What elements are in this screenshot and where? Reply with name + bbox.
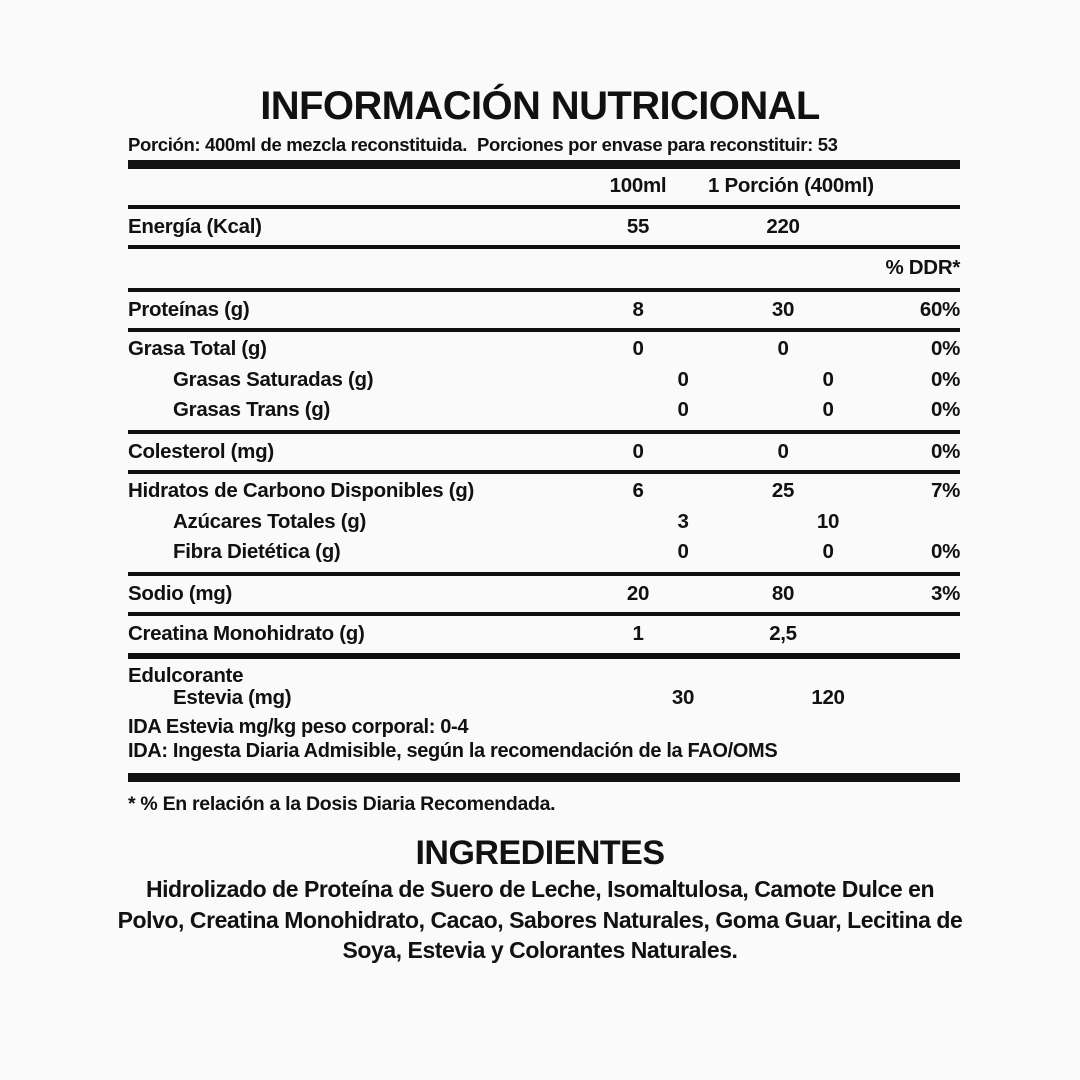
row-label: Fibra Dietética (g)	[173, 540, 341, 564]
row-value-100ml: 0	[677, 367, 689, 391]
column-header-ddr: % DDR*	[885, 256, 960, 280]
column-header-portion: 1 Porción (400ml)	[708, 174, 874, 198]
row-value-portion: 2,5	[769, 622, 797, 646]
rule-under-colesterol	[128, 470, 960, 475]
fat-group: Grasa Total (g) 0 0 0% Grasas Saturadas …	[128, 332, 960, 430]
rule-bottom-heavy	[128, 772, 960, 782]
table-row-creatina: Creatina Monohidrato (g) 1 2,5	[128, 616, 960, 653]
row-value-100ml: 30	[671, 686, 695, 710]
table-row-hidratos: Hidratos de Carbono Disponibles (g) 6 25…	[128, 476, 960, 507]
rule-under-proteinas	[128, 328, 960, 333]
ingredients-section: INGREDIENTES Hidrolizado de Proteína de …	[90, 814, 990, 966]
rule-under-sodio	[128, 612, 960, 617]
rule-under-ddr-header	[128, 287, 960, 292]
row-value-100ml: 1	[632, 622, 644, 646]
row-value-portion: 0	[822, 367, 834, 391]
row-value-portion: 0	[822, 540, 834, 564]
row-value-ddr: 3%	[930, 581, 960, 605]
row-value-100ml: 20	[626, 581, 650, 605]
row-label: Creatina Monohidrato (g)	[128, 622, 365, 646]
ddr-header-row: % DDR*	[128, 249, 960, 288]
row-label: Hidratos de Carbono Disponibles (g)	[128, 479, 474, 503]
row-label: Grasas Trans (g)	[173, 398, 330, 422]
row-value-100ml: 8	[632, 297, 644, 321]
row-value-ddr: 7%	[930, 479, 960, 503]
table-header-row: 100ml 1 Porción (400ml)	[128, 169, 960, 205]
row-value-100ml: 6	[632, 479, 644, 503]
ingredients-text: Hidrolizado de Proteína de Suero de Lech…	[117, 876, 963, 964]
table-row-sodio: Sodio (mg) 20 80 3%	[128, 576, 960, 613]
table-row-grasas-trans: Grasas Trans (g) 0 0 0%	[128, 395, 960, 426]
page-title: INFORMACIÓN NUTRICIONAL	[260, 84, 820, 128]
rule-top-heavy	[128, 160, 960, 170]
row-label: Colesterol (mg)	[128, 439, 274, 463]
row-value-portion: 0	[777, 439, 789, 463]
row-value-portion: 30	[771, 297, 795, 321]
ingredients-title: INGREDIENTES	[415, 834, 665, 873]
row-value-ddr: 0%	[930, 540, 960, 564]
rule-under-carb-group	[128, 571, 960, 576]
table-row-estevia: Estevia (mg) 30 120	[128, 687, 960, 713]
rule-under-fat-group	[128, 429, 960, 434]
row-label: Sodio (mg)	[128, 581, 233, 605]
table-row-azucares: Azúcares Totales (g) 3 10	[128, 507, 960, 538]
row-label: Energía (Kcal)	[128, 214, 262, 238]
table-row-fibra: Fibra Dietética (g) 0 0 0%	[128, 537, 960, 568]
row-label: Azúcares Totales (g)	[173, 509, 366, 533]
row-value-portion: 0	[777, 337, 789, 361]
row-value-100ml: 0	[632, 439, 644, 463]
row-value-100ml: 0	[677, 398, 689, 422]
table-row-colesterol: Colesterol (mg) 0 0 0%	[128, 434, 960, 471]
row-value-ddr: 0%	[930, 398, 960, 422]
row-value-100ml: 55	[626, 214, 650, 238]
row-value-ddr: 0%	[930, 337, 960, 361]
servings-per-container-label: Porciones por envase para reconstituir: …	[477, 134, 838, 155]
row-value-portion: 220	[766, 214, 800, 238]
ida-dose-line: IDA Estevia mg/kg peso corporal: 0-4	[128, 715, 469, 738]
table-row-proteinas: Proteínas (g) 8 30 60%	[128, 292, 960, 329]
carb-group: Hidratos de Carbono Disponibles (g) 6 25…	[128, 474, 960, 572]
rule-under-creatina	[128, 652, 960, 659]
sweetener-heading: Edulcorante	[128, 663, 244, 687]
portion-label: Porción: 400ml de mezcla reconstituida.	[128, 134, 467, 155]
table-row-grasa-total: Grasa Total (g) 0 0 0%	[128, 334, 960, 365]
row-label: Estevia (mg)	[173, 686, 292, 710]
nutrition-table: Porción: 400ml de mezcla reconstituida. P…	[128, 134, 960, 814]
row-value-portion: 80	[771, 581, 795, 605]
row-value-ddr: 0%	[930, 439, 960, 463]
row-value-100ml: 0	[677, 540, 689, 564]
row-label: Proteínas (g)	[128, 297, 250, 321]
row-value-portion: 120	[811, 686, 845, 710]
row-label: Grasa Total (g)	[128, 337, 267, 361]
row-value-portion: 25	[771, 479, 795, 503]
row-value-portion: 10	[816, 509, 840, 533]
table-row-energia: Energía (Kcal) 55 220	[128, 209, 960, 246]
row-value-100ml: 0	[632, 337, 644, 361]
row-value-ddr: 0%	[930, 367, 960, 391]
column-header-100ml: 100ml	[609, 174, 667, 198]
serving-info-line: Porción: 400ml de mezcla reconstituida. P…	[128, 134, 960, 155]
ida-block: IDA Estevia mg/kg peso corporal: 0-4 IDA…	[128, 713, 960, 771]
row-value-portion: 0	[822, 398, 834, 422]
row-value-ddr: 60%	[919, 297, 960, 321]
rule-under-energia	[128, 245, 960, 250]
sweetener-block: Edulcorante Estevia (mg) 30 120 IDA Este…	[128, 659, 960, 773]
row-label: Grasas Saturadas (g)	[173, 367, 374, 391]
rule-under-header	[128, 204, 960, 209]
ida-definition-line: IDA: Ingesta Diaria Admisible, según la …	[128, 740, 778, 763]
ddr-footnote: * % En relación a la Dosis Diaria Recome…	[128, 792, 556, 815]
table-row-grasas-saturadas: Grasas Saturadas (g) 0 0 0%	[128, 365, 960, 396]
row-value-100ml: 3	[677, 509, 689, 533]
